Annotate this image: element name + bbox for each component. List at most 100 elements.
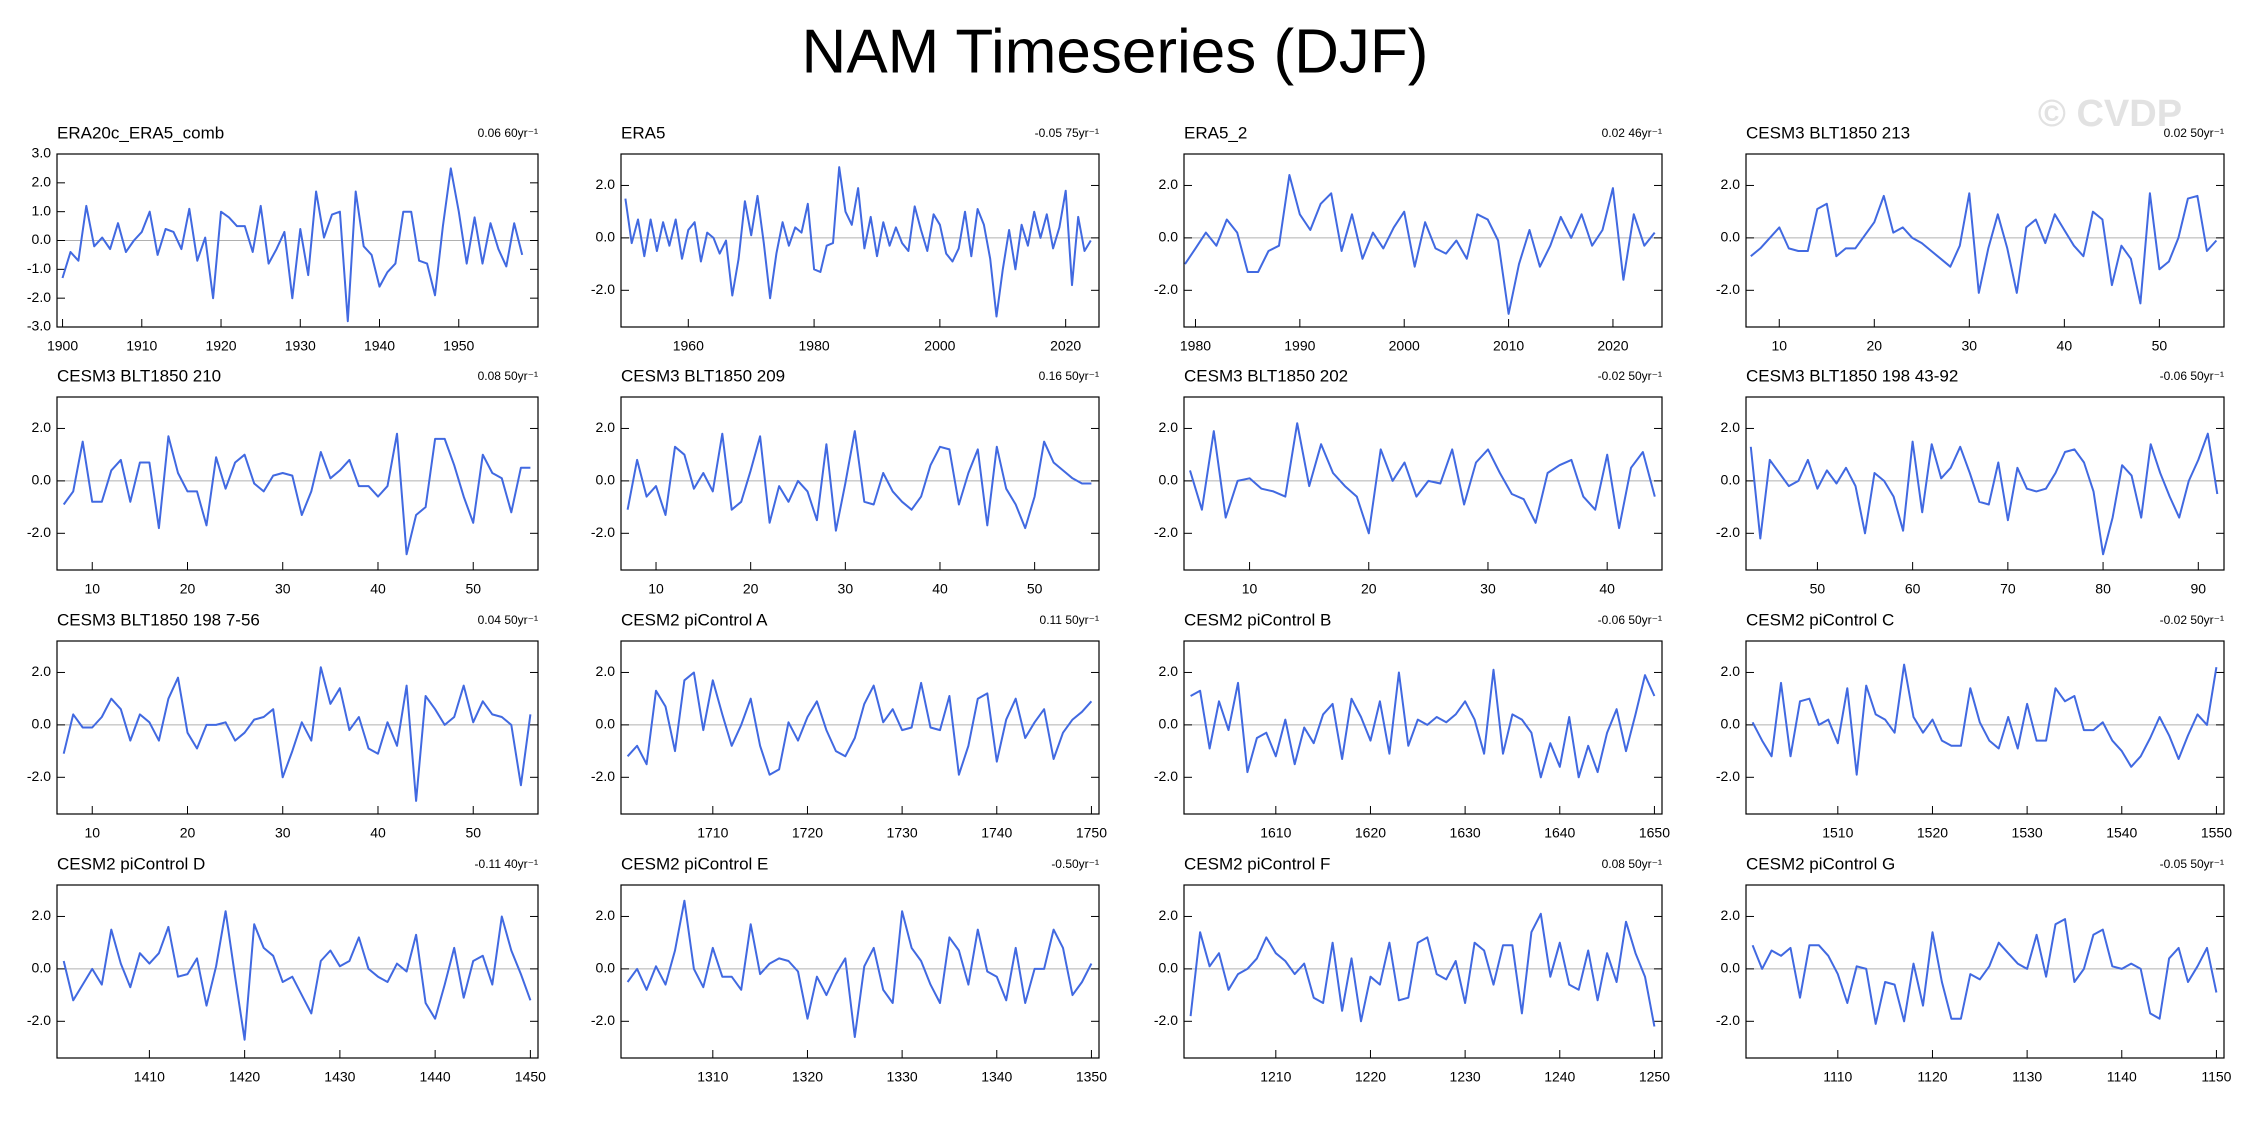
y-tick-label: 2.0 bbox=[32, 174, 52, 190]
plot-frame bbox=[56, 640, 539, 815]
x-tick-label: 50 bbox=[465, 825, 481, 841]
y-tick-label: 0.0 bbox=[1159, 960, 1179, 976]
y-tick-label: -2.0 bbox=[27, 768, 51, 784]
x-tick-label: 1960 bbox=[673, 338, 704, 354]
panel-title: ERA20c_ERA5_comb bbox=[57, 123, 224, 142]
x-tick-label: 10 bbox=[84, 825, 100, 841]
panel-title: ERA5 bbox=[621, 123, 665, 142]
x-tick-label: 60 bbox=[1905, 581, 1921, 597]
panel: CESM3 BLT1850 198 7-56 0.04 50yr⁻¹ 2.0 0.0 -… bbox=[27, 610, 539, 841]
y-tick-label: -2.0 bbox=[1716, 281, 1740, 297]
y-tick-label: 2.0 bbox=[1721, 907, 1741, 923]
panel-annotation: -0.06 50yr⁻¹ bbox=[2160, 369, 2224, 383]
y-tick-label: -2.0 bbox=[27, 1012, 51, 1028]
y-tick-label: 2.0 bbox=[1721, 663, 1741, 679]
panel: CESM2 piControl B -0.06 50yr⁻¹ 2.0 0.0 -2.0 1… bbox=[1154, 610, 1670, 840]
x-tick-label: 1910 bbox=[126, 338, 157, 354]
x-tick-label: 1230 bbox=[1450, 1069, 1481, 1085]
x-tick-label: 1630 bbox=[1450, 825, 1481, 841]
panel-annotation: 0.11 50yr⁻¹ bbox=[1040, 613, 1099, 627]
x-tick-label: 1250 bbox=[1639, 1069, 1670, 1085]
x-tick-label: 20 bbox=[180, 581, 196, 597]
x-tick-label: 1340 bbox=[981, 1069, 1012, 1085]
series-line bbox=[626, 899, 1093, 1038]
y-tick-label: 0.0 bbox=[32, 960, 52, 976]
x-tick-label: 40 bbox=[370, 825, 386, 841]
x-tick-label: 50 bbox=[1027, 581, 1043, 597]
x-tick-label: 80 bbox=[2095, 581, 2111, 597]
panel-annotation: 0.08 50yr⁻¹ bbox=[478, 369, 538, 383]
y-tick-label: 0.0 bbox=[32, 472, 52, 488]
series-line bbox=[1751, 918, 2218, 1025]
x-tick-label: 10 bbox=[648, 581, 664, 597]
x-tick-label: 50 bbox=[465, 581, 481, 597]
panel-annotation: -0.05 50yr⁻¹ bbox=[2160, 857, 2224, 871]
y-tick-label: 0.0 bbox=[1721, 229, 1741, 245]
plot-frame bbox=[620, 640, 1100, 815]
plot-frame bbox=[56, 884, 539, 1059]
y-tick-label: 0.0 bbox=[596, 229, 616, 245]
x-tick-label: 1140 bbox=[2107, 1069, 2137, 1085]
panel-annotation: -0.02 50yr⁻¹ bbox=[1598, 369, 1662, 383]
series-line bbox=[62, 910, 532, 1041]
panel: ERA5_2 0.02 46yr⁻¹ 2.0 0.0 -2.0 1980 1990 2000 2… bbox=[1154, 123, 1663, 354]
y-tick-label: -2.0 bbox=[1154, 1012, 1178, 1028]
panel-title: CESM2 piControl A bbox=[621, 610, 768, 629]
x-tick-label: 1220 bbox=[1355, 1069, 1386, 1085]
x-tick-label: 1710 bbox=[697, 825, 728, 841]
y-tick-label: -2.0 bbox=[1716, 524, 1740, 540]
x-tick-label: 1650 bbox=[1639, 825, 1670, 841]
x-tick-label: 30 bbox=[838, 581, 854, 597]
y-tick-label: 0.0 bbox=[1159, 716, 1179, 732]
plot-frame bbox=[1745, 640, 2225, 815]
y-tick-label: 0.0 bbox=[1159, 229, 1179, 245]
y-tick-label: -2.0 bbox=[1716, 768, 1740, 784]
y-tick-label: -1.0 bbox=[27, 260, 51, 276]
x-tick-label: 2020 bbox=[1050, 338, 1081, 354]
y-tick-label: 3.0 bbox=[32, 145, 52, 161]
x-tick-label: 1980 bbox=[1180, 338, 1211, 354]
x-tick-label: 30 bbox=[275, 581, 291, 597]
y-tick-label: 0.0 bbox=[32, 231, 52, 247]
y-tick-label: 0.0 bbox=[1721, 472, 1741, 488]
x-tick-label: 1210 bbox=[1260, 1069, 1291, 1085]
plot-frame bbox=[56, 153, 539, 328]
y-tick-label: 0.0 bbox=[1721, 716, 1741, 732]
panel: CESM3 BLT1850 202 -0.02 50yr⁻¹ 2.0 0.0 -2.0 1… bbox=[1154, 366, 1663, 597]
y-tick-label: 2.0 bbox=[1159, 419, 1179, 435]
series-line bbox=[1190, 668, 1656, 779]
y-tick-label: -2.0 bbox=[591, 524, 615, 540]
x-tick-label: 20 bbox=[1361, 581, 1377, 597]
panel-title: CESM2 piControl B bbox=[1184, 610, 1331, 629]
x-tick-label: 2010 bbox=[1493, 338, 1524, 354]
panel: CESM2 piControl F 0.08 50yr⁻¹ 2.0 0.0 -2.0 12… bbox=[1154, 854, 1670, 1084]
plot-frame bbox=[1745, 396, 2225, 571]
series-line bbox=[1751, 663, 2218, 776]
x-tick-label: 1930 bbox=[285, 338, 316, 354]
panel-title: CESM2 piControl G bbox=[1746, 854, 1895, 873]
panel-annotation: 0.02 50yr⁻¹ bbox=[2164, 126, 2224, 140]
y-tick-label: 2.0 bbox=[596, 419, 616, 435]
panel: ERA20c_ERA5_comb 0.06 60yr⁻¹ 3.0 2.0 1.0 0.0 -… bbox=[27, 123, 539, 354]
watermark: © CVDP bbox=[2038, 93, 2182, 135]
panel: ERA5 -0.05 75yr⁻¹ 2.0 0.0 -2.0 1960 1980 2000 20… bbox=[591, 123, 1100, 354]
y-tick-label: -2.0 bbox=[591, 1012, 615, 1028]
x-tick-label: 1750 bbox=[1076, 825, 1107, 841]
series-line bbox=[626, 430, 1092, 532]
y-tick-label: -2.0 bbox=[1154, 768, 1178, 784]
x-tick-label: 1150 bbox=[2201, 1069, 2231, 1085]
plot-frame bbox=[1183, 640, 1663, 815]
x-tick-label: 1950 bbox=[443, 338, 474, 354]
x-tick-label: 1110 bbox=[1823, 1069, 1852, 1085]
x-tick-label: 1900 bbox=[47, 338, 78, 354]
y-tick-label: 0.0 bbox=[596, 472, 616, 488]
x-tick-label: 10 bbox=[1771, 338, 1787, 354]
x-tick-label: 50 bbox=[1810, 581, 1826, 597]
panel-title: CESM3 BLT1850 198 43-92 bbox=[1746, 366, 1958, 385]
panel-annotation: -0.05 75yr⁻¹ bbox=[1035, 126, 1099, 140]
y-tick-label: 2.0 bbox=[32, 419, 52, 435]
panel-annotation: 0.06 60yr⁻¹ bbox=[478, 126, 538, 140]
panel-title: CESM3 BLT1850 213 bbox=[1746, 123, 1910, 142]
panel: CESM2 piControl E -0.50yr⁻¹ 2.0 0.0 -2.0 1310… bbox=[591, 854, 1107, 1084]
x-tick-label: 1990 bbox=[1284, 338, 1315, 354]
